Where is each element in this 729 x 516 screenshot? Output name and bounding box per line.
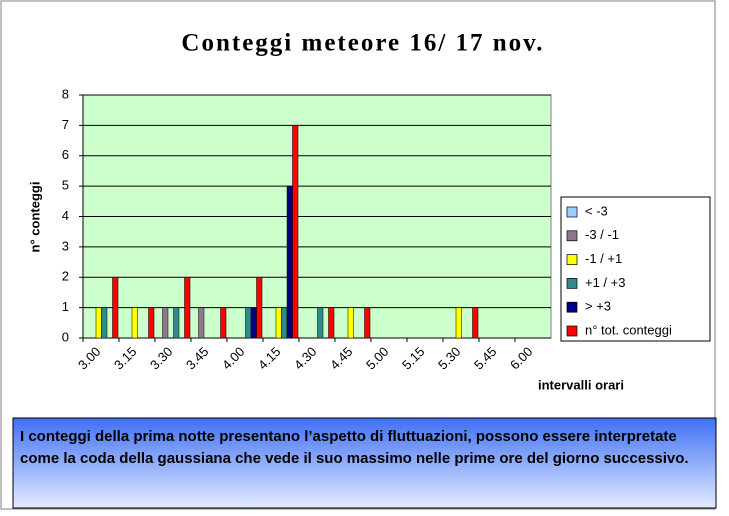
- bar: [173, 307, 180, 339]
- legend-label: > +3: [585, 299, 611, 314]
- bar: [131, 307, 138, 339]
- bar: [347, 307, 354, 339]
- y-tick-label: 4: [62, 208, 69, 223]
- bar: [256, 277, 263, 339]
- note-box: [12, 417, 717, 509]
- bar: [220, 307, 227, 339]
- bar: [95, 307, 102, 339]
- bar: [364, 307, 371, 339]
- bar: [148, 307, 155, 339]
- legend-box: [560, 196, 711, 342]
- bar: [245, 307, 252, 339]
- bar: [286, 185, 293, 339]
- legend-label: +1 / +3: [585, 275, 625, 290]
- bar: [162, 307, 169, 339]
- y-tick-label: 7: [62, 117, 69, 132]
- legend-label: -3 / -1: [585, 227, 619, 242]
- note-text: I conteggi della prima notte presentano …: [20, 428, 689, 467]
- bar: [292, 125, 299, 339]
- legend-label: -1 / +1: [585, 251, 622, 266]
- legend-label: n° tot. conteggi: [585, 322, 672, 337]
- legend-swatch: [566, 206, 578, 218]
- bar: [198, 307, 205, 339]
- legend-swatch: [566, 230, 578, 242]
- y-tick-label: 8: [62, 86, 69, 101]
- bar: [101, 307, 108, 339]
- y-tick-label: 3: [62, 238, 69, 253]
- y-tick-label: 0: [62, 329, 69, 344]
- bar: [184, 277, 191, 339]
- chart-title: Conteggi meteore 16/ 17 nov.: [181, 30, 544, 57]
- legend-swatch: [566, 301, 578, 313]
- bar: [317, 307, 324, 339]
- legend-swatch: [566, 278, 578, 289]
- bar: [472, 307, 479, 339]
- x-axis-title: intervalli orari: [538, 377, 624, 392]
- y-tick-label: 1: [62, 299, 69, 314]
- legend-label: < -3: [585, 203, 608, 218]
- y-tick-label: 6: [62, 147, 69, 162]
- bar: [455, 307, 462, 339]
- y-tick-label: 2: [62, 269, 69, 284]
- legend-swatch: [566, 254, 578, 265]
- bar: [112, 277, 119, 339]
- bar: [275, 307, 282, 339]
- y-tick-label: 5: [62, 178, 69, 193]
- legend-swatch: [566, 325, 578, 337]
- bar: [328, 307, 335, 339]
- bar: [250, 307, 257, 339]
- y-axis-title: n° conteggi: [27, 182, 42, 253]
- bar: [281, 307, 288, 339]
